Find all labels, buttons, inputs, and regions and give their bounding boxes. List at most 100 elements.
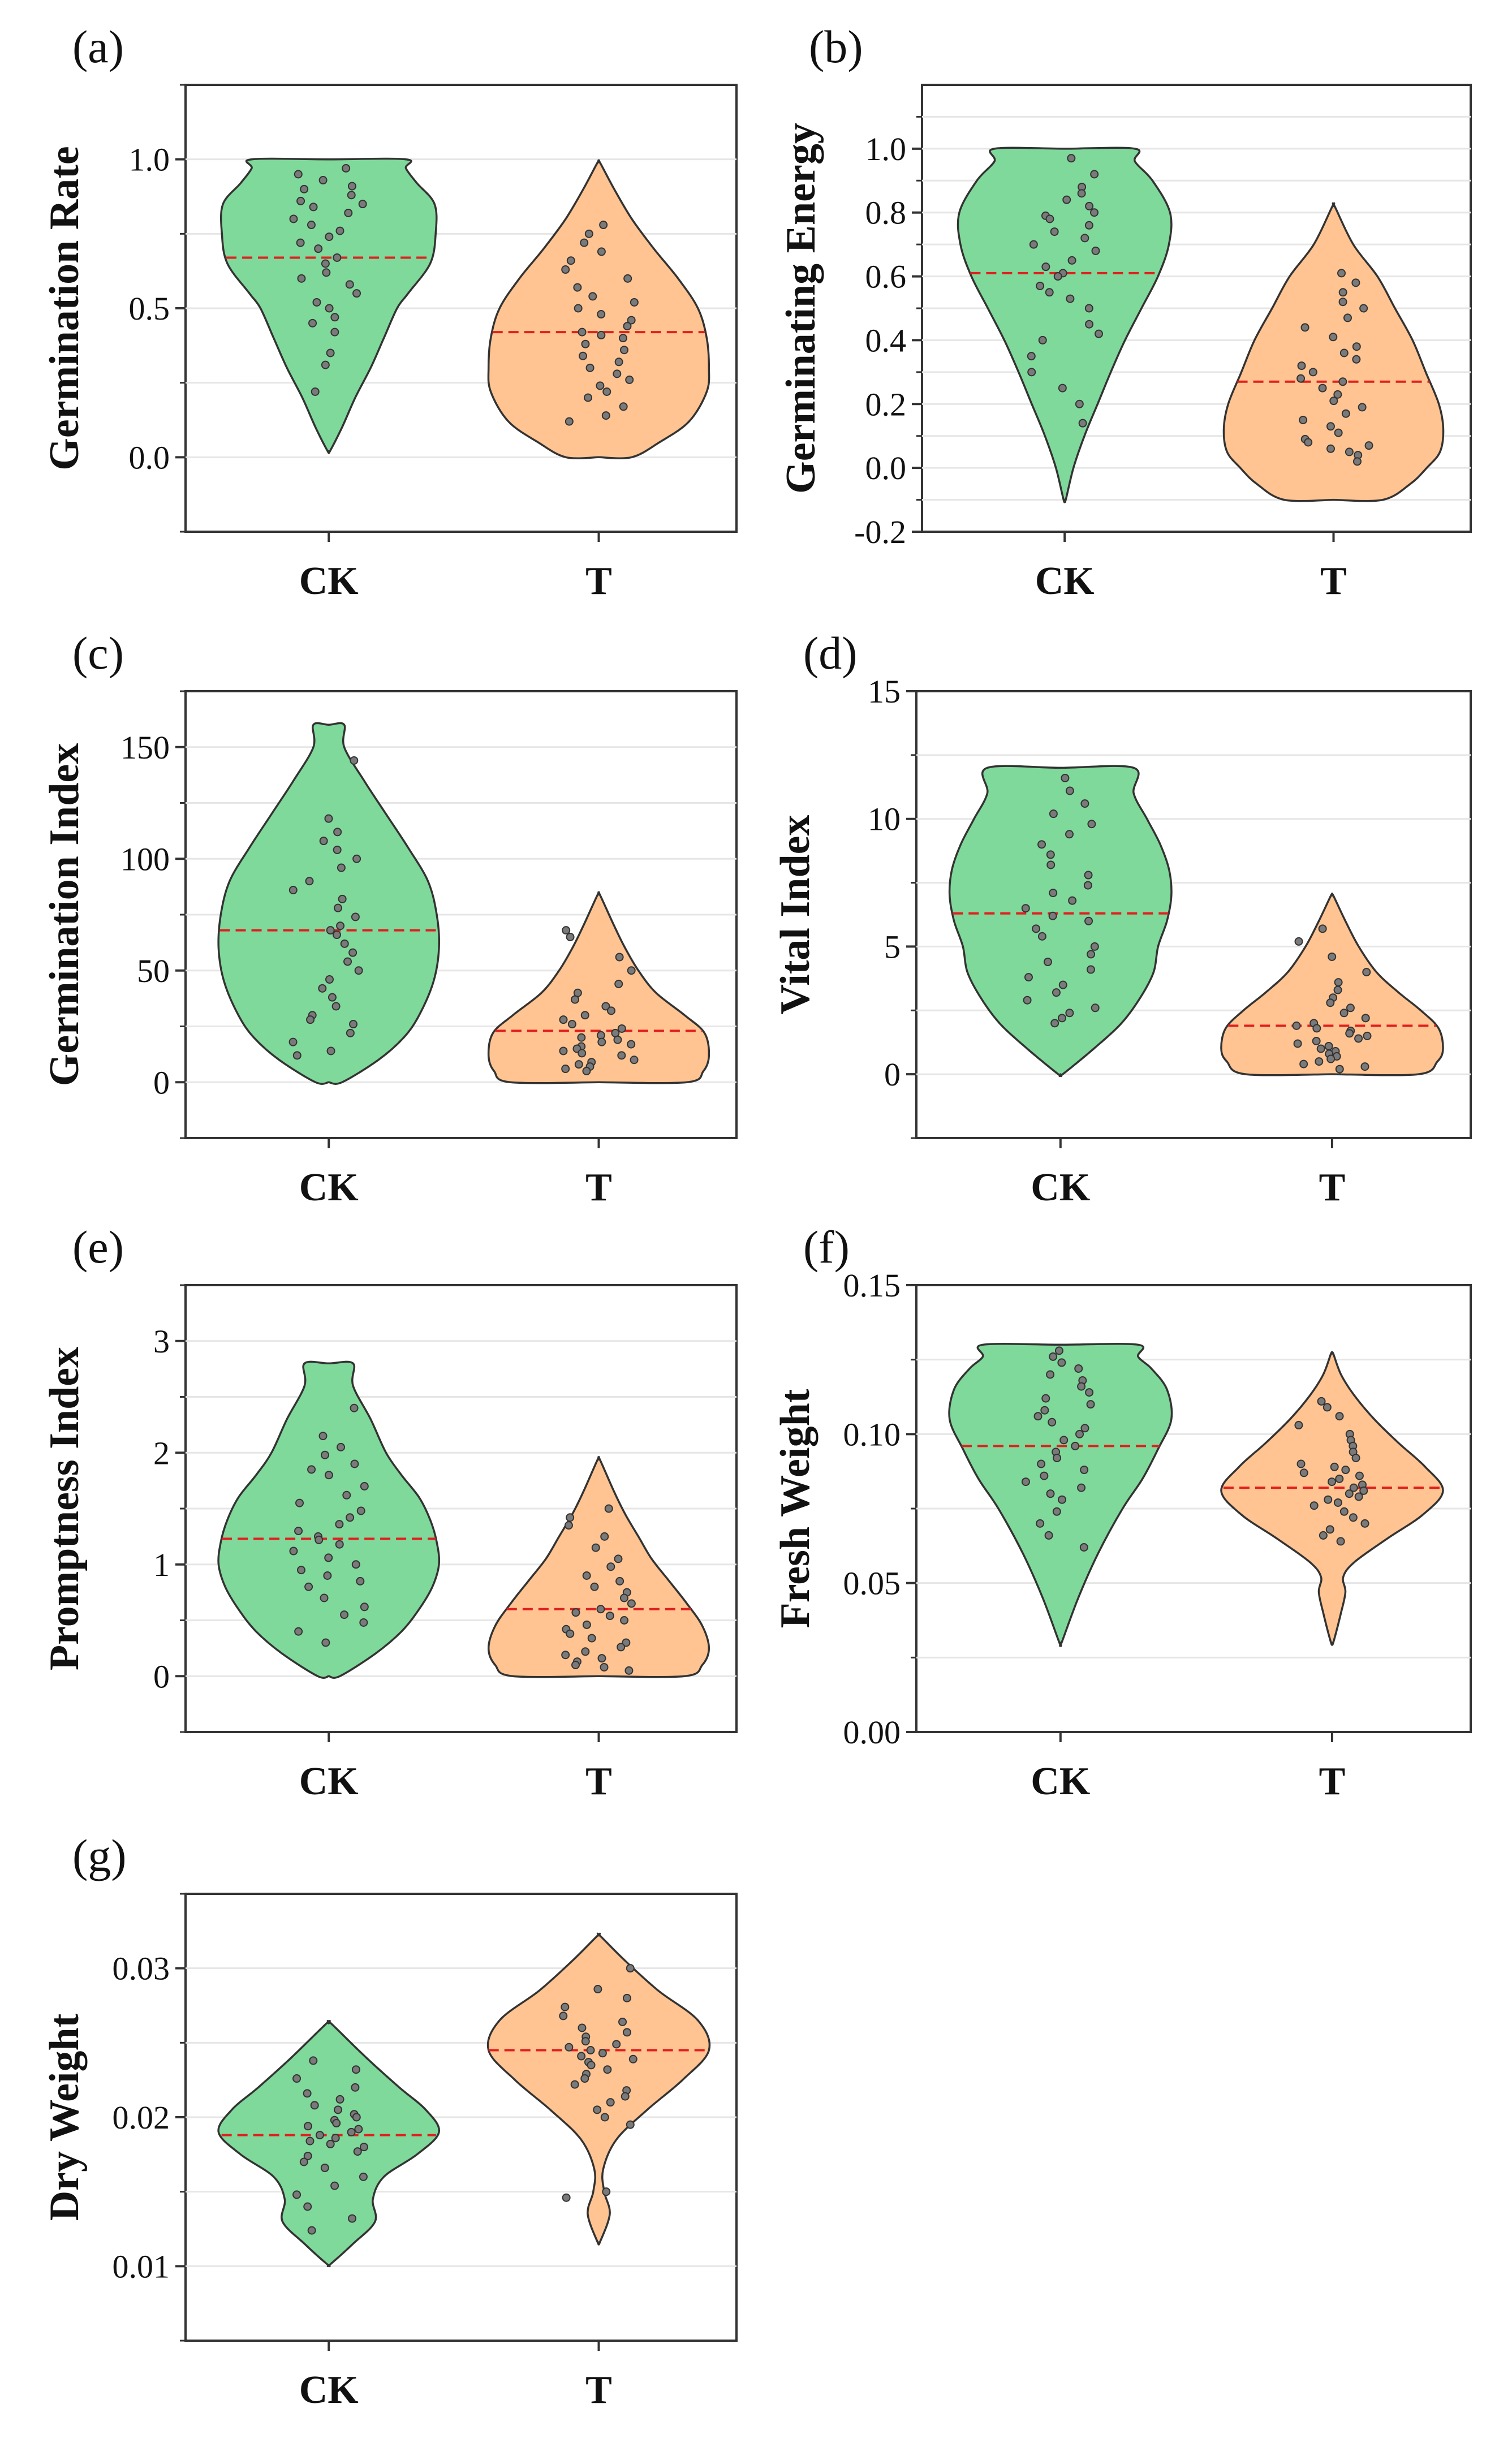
data-point-ck (307, 2226, 316, 2235)
y-tick-label: 0.05 (843, 1565, 901, 1602)
data-point-t (1326, 444, 1335, 453)
data-point-ck (1084, 871, 1093, 880)
data-point-ck (335, 1520, 344, 1529)
chart-panel-d: 0 5 10 15 CK T Vital Index (d) (772, 627, 1472, 1209)
data-point-ck (347, 182, 356, 191)
data-point-t (582, 1620, 591, 1629)
data-point-ck (303, 2122, 312, 2131)
data-point-ck (326, 348, 335, 357)
data-point-t (1294, 1421, 1303, 1430)
data-point-ck (1078, 419, 1087, 428)
data-point-t (619, 1593, 628, 1602)
data-point-t (1355, 1471, 1364, 1480)
chart-panel-b: -0.2 0.0 0.2 0.4 0.6 0.8 1.0 CK T Germinating Ene… (778, 21, 1472, 603)
x-tick-label: CK (299, 2368, 359, 2412)
data-point-t (580, 238, 589, 247)
data-point-ck (1077, 1483, 1086, 1492)
data-point-t (587, 1634, 596, 1643)
data-point-ck (333, 845, 342, 854)
violin-t (486, 1932, 711, 2246)
data-point-t (602, 2187, 611, 2196)
data-point-t (602, 387, 611, 396)
data-point-ck (1045, 288, 1054, 297)
data-point-ck (306, 1015, 315, 1024)
x-tick-label: CK (299, 1760, 359, 1803)
data-point-t (566, 256, 575, 265)
data-point-ck (351, 2083, 360, 2092)
data-point-t (1338, 298, 1347, 307)
data-point-t (1343, 313, 1352, 322)
y-tick-label: 0.01 (113, 2248, 170, 2285)
data-point-t (1330, 1462, 1339, 1471)
data-point-t (559, 1015, 568, 1024)
data-point-ck (1058, 1495, 1067, 1504)
data-point-ck (1048, 1418, 1057, 1427)
data-point-t (1318, 924, 1327, 933)
data-point-ck (353, 2147, 362, 2156)
data-point-t (613, 1035, 622, 1044)
data-point-ck (1084, 916, 1093, 925)
data-point-ck (324, 1553, 333, 1562)
chart-panel-c: 0 50 100 150 CK T Germination Index (c) (41, 627, 738, 1209)
y-tick-label: 1.0 (865, 131, 907, 167)
data-point-t (627, 966, 636, 975)
x-tick-label: T (1319, 1760, 1346, 1803)
data-point-ck (1049, 889, 1058, 898)
data-point-ck (1067, 256, 1076, 265)
data-point-ck (1085, 201, 1094, 210)
data-point-ck (359, 2143, 368, 2152)
data-point-t (1323, 1403, 1332, 1412)
data-point-t (1351, 1453, 1360, 1462)
panel-label: (c) (72, 627, 124, 679)
data-point-t (593, 1985, 602, 1994)
data-point-ck (314, 244, 323, 253)
y-tick-label: 1 (153, 1546, 170, 1583)
data-point-t (1351, 278, 1360, 287)
violin-t (1222, 202, 1445, 502)
data-point-ck (1046, 1370, 1055, 1379)
data-point-t (1354, 1034, 1363, 1043)
data-point-ck (1044, 1531, 1053, 1540)
data-point-t (1359, 304, 1368, 313)
data-point-ck (350, 1459, 359, 1468)
y-tick-label: 0.0 (129, 439, 170, 476)
data-point-t (622, 1993, 631, 2002)
data-point-ck (310, 2101, 319, 2110)
data-point-t (562, 926, 571, 935)
data-point-ck (295, 1498, 304, 1507)
data-point-t (1339, 1009, 1349, 1018)
data-point-ck (303, 2151, 312, 2160)
data-point-t (570, 2080, 579, 2089)
data-point-t (1300, 323, 1309, 332)
data-point-ck (325, 975, 334, 984)
data-point-t (1360, 1519, 1369, 1528)
data-point-ck (311, 387, 320, 396)
data-point-ck (307, 221, 316, 230)
data-point-ck (308, 318, 317, 328)
data-point-t (1309, 1501, 1319, 1510)
data-point-t (626, 1964, 635, 1973)
y-axis-title: Vital Index (772, 815, 819, 1015)
data-point-t (1354, 1492, 1363, 1501)
data-point-ck (300, 184, 309, 193)
data-point-t (566, 1513, 575, 1522)
data-point-t (601, 1002, 610, 1011)
data-point-t (621, 2092, 630, 2101)
data-point-t (1296, 374, 1306, 383)
data-point-t (565, 417, 574, 426)
data-point-t (597, 310, 606, 319)
data-point-t (581, 339, 590, 348)
data-point-t (586, 2046, 595, 2054)
data-point-t (1304, 438, 1313, 447)
data-point-ck (345, 280, 354, 289)
data-point-ck (359, 1618, 368, 1627)
panel-label: (g) (72, 1830, 127, 1881)
y-tick-label: 15 (868, 673, 901, 710)
data-point-ck (1065, 830, 1074, 839)
data-point-t (597, 330, 606, 339)
data-point-t (1326, 998, 1335, 1007)
data-point-t (1337, 269, 1346, 278)
data-point-t (562, 2193, 571, 2202)
data-point-t (625, 375, 634, 384)
violin-ck (957, 147, 1173, 503)
